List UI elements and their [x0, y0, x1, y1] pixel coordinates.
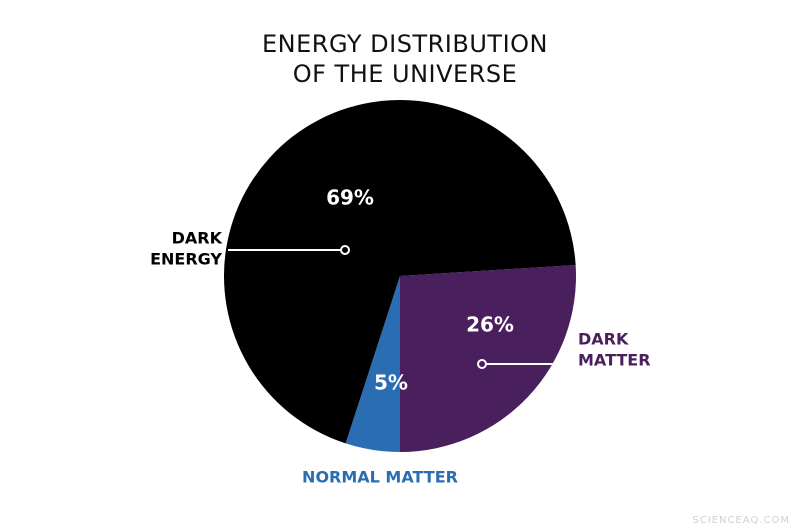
category-label: DARK — [578, 330, 629, 349]
leader-dot — [477, 359, 487, 369]
pie-slice — [224, 100, 576, 444]
category-label: DARK — [172, 229, 223, 248]
category-label: MATTER — [578, 351, 651, 370]
pie-slice — [400, 264, 576, 453]
pie-slice — [345, 276, 400, 452]
chart-title: ENERGY DISTRIBUTION — [262, 30, 548, 58]
value-label: 26% — [466, 313, 514, 337]
chart-title: OF THE UNIVERSE — [293, 60, 518, 88]
leader-dot — [340, 245, 350, 255]
category-label: ENERGY — [150, 250, 222, 269]
category-label: NORMAL MATTER — [302, 468, 458, 487]
value-label: 69% — [326, 186, 374, 210]
watermark: SCIENCEAQ.COM — [692, 515, 790, 526]
value-label: 5% — [374, 371, 408, 395]
